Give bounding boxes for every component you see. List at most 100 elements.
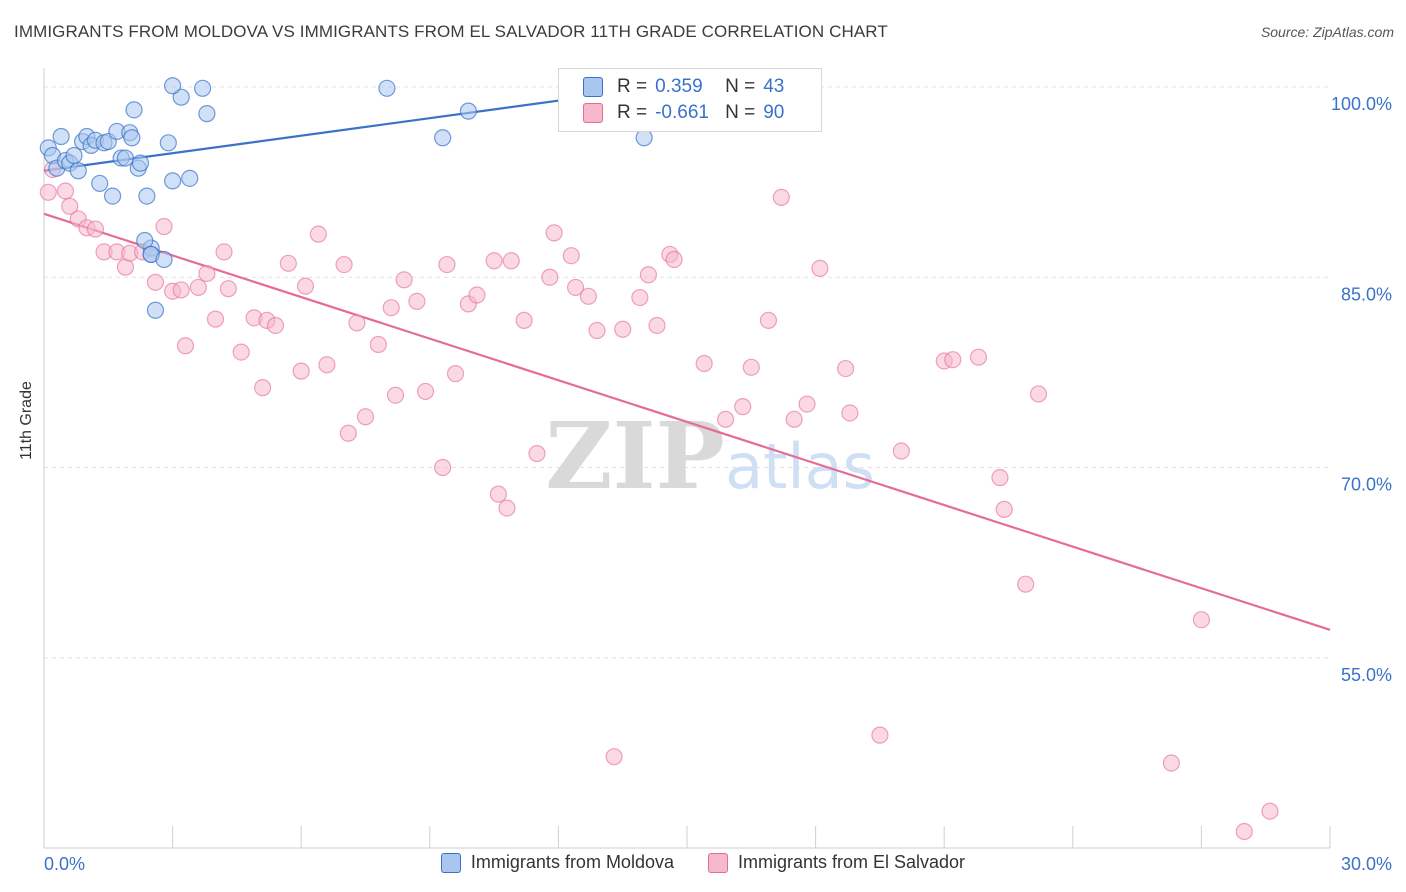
point-elsalvador[interactable] <box>759 311 778 329</box>
point-elsalvador[interactable] <box>811 259 829 277</box>
point-elsalvador[interactable] <box>785 410 803 428</box>
point-elsalvador[interactable] <box>528 444 546 463</box>
point-elsalvador[interactable] <box>502 252 520 270</box>
point-elsalvador[interactable] <box>215 243 233 261</box>
point-elsalvador[interactable] <box>395 271 413 289</box>
point-elsalvador[interactable] <box>605 748 623 766</box>
point-elsalvador[interactable] <box>176 337 195 355</box>
point-elsalvador[interactable] <box>1235 822 1253 841</box>
point-elsalvador[interactable] <box>39 183 57 201</box>
point-elsalvador[interactable] <box>631 288 649 307</box>
point-elsalvador[interactable] <box>434 458 452 477</box>
point-elsalvador[interactable] <box>56 182 75 200</box>
point-elsalvador[interactable] <box>871 726 889 744</box>
point-elsalvador[interactable] <box>206 310 225 328</box>
point-elsalvador[interactable] <box>498 499 516 517</box>
point-moldova[interactable] <box>181 169 199 187</box>
point-elsalvador[interactable] <box>146 273 165 291</box>
point-elsalvador[interactable] <box>408 292 426 310</box>
point-moldova[interactable] <box>194 79 212 97</box>
point-elsalvador[interactable] <box>545 224 563 242</box>
point-elsalvador[interactable] <box>969 348 988 366</box>
point-elsalvador[interactable] <box>798 395 816 413</box>
point-moldova[interactable] <box>52 127 70 146</box>
point-moldova[interactable] <box>164 77 182 95</box>
point-elsalvador[interactable] <box>1162 754 1180 772</box>
point-moldova[interactable] <box>125 101 143 119</box>
point-elsalvador[interactable] <box>172 281 190 299</box>
point-elsalvador[interactable] <box>716 410 735 428</box>
point-elsalvador[interactable] <box>562 247 580 265</box>
series-legend-moldova[interactable]: Immigrants from Moldova <box>440 852 674 873</box>
point-elsalvador[interactable] <box>614 320 632 338</box>
point-elsalvador[interactable] <box>155 217 173 236</box>
point-elsalvador[interactable] <box>579 287 598 305</box>
point-elsalvador[interactable] <box>742 358 760 376</box>
point-moldova[interactable] <box>138 187 156 205</box>
point-elsalvador[interactable] <box>944 351 962 369</box>
point-elsalvador[interactable] <box>296 277 315 295</box>
point-moldova[interactable] <box>164 172 182 190</box>
point-elsalvador[interactable] <box>279 254 297 272</box>
point-elsalvador[interactable] <box>485 252 503 270</box>
point-elsalvador[interactable] <box>309 225 327 243</box>
point-elsalvador[interactable] <box>1029 385 1048 403</box>
point-elsalvador[interactable] <box>292 362 310 380</box>
point-elsalvador[interactable] <box>438 255 456 274</box>
point-elsalvador[interactable] <box>991 469 1009 487</box>
point-elsalvador[interactable] <box>86 220 105 238</box>
point-elsalvador[interactable] <box>892 442 910 460</box>
point-elsalvador[interactable] <box>189 278 207 297</box>
point-moldova[interactable] <box>131 154 150 172</box>
point-moldova[interactable] <box>159 134 177 152</box>
point-elsalvador[interactable] <box>1261 802 1279 820</box>
point-elsalvador[interactable] <box>386 386 405 404</box>
point-moldova[interactable] <box>434 129 452 147</box>
point-elsalvador[interactable] <box>837 359 855 378</box>
point-moldova[interactable] <box>378 79 396 97</box>
point-elsalvador[interactable] <box>382 299 400 317</box>
point-moldova[interactable] <box>146 301 165 319</box>
point-elsalvador[interactable] <box>254 379 272 397</box>
point-elsalvador[interactable] <box>335 255 353 274</box>
point-elsalvador[interactable] <box>61 197 79 215</box>
point-moldova[interactable] <box>459 102 477 120</box>
point-elsalvador[interactable] <box>665 250 683 269</box>
point-elsalvador[interactable] <box>446 365 465 383</box>
point-moldova[interactable] <box>91 174 109 193</box>
point-elsalvador[interactable] <box>995 500 1013 518</box>
point-moldova[interactable] <box>198 105 216 123</box>
point-elsalvador[interactable] <box>339 424 357 442</box>
point-elsalvador[interactable] <box>369 335 387 354</box>
point-moldova[interactable] <box>116 149 135 167</box>
point-elsalvador[interactable] <box>1017 575 1035 593</box>
point-moldova[interactable] <box>155 250 173 269</box>
point-moldova[interactable] <box>65 146 83 165</box>
point-moldova[interactable] <box>172 88 190 106</box>
point-elsalvador[interactable] <box>515 311 533 329</box>
point-elsalvador[interactable] <box>489 485 507 503</box>
point-elsalvador[interactable] <box>639 266 658 284</box>
point-elsalvador[interactable] <box>356 408 375 426</box>
point-elsalvador[interactable] <box>695 354 713 373</box>
point-moldova[interactable] <box>635 129 653 147</box>
point-elsalvador[interactable] <box>772 188 790 206</box>
series-legend-elsalvador[interactable]: Immigrants from El Salvador <box>707 852 965 873</box>
point-moldova[interactable] <box>103 187 122 205</box>
point-elsalvador[interactable] <box>841 404 859 422</box>
point-elsalvador[interactable] <box>232 343 250 361</box>
point-elsalvador[interactable] <box>566 278 585 297</box>
point-moldova[interactable] <box>136 231 154 250</box>
point-elsalvador[interactable] <box>318 356 336 374</box>
point-moldova[interactable] <box>69 162 87 180</box>
point-elsalvador[interactable] <box>541 268 559 286</box>
point-elsalvador[interactable] <box>468 286 486 304</box>
point-elsalvador[interactable] <box>648 316 666 335</box>
point-elsalvador[interactable] <box>348 314 366 332</box>
point-moldova[interactable] <box>123 129 141 147</box>
point-elsalvador[interactable] <box>588 321 606 340</box>
point-elsalvador[interactable] <box>198 264 216 283</box>
point-elsalvador[interactable] <box>416 382 435 401</box>
point-elsalvador[interactable] <box>734 398 752 416</box>
point-elsalvador[interactable] <box>219 280 237 298</box>
